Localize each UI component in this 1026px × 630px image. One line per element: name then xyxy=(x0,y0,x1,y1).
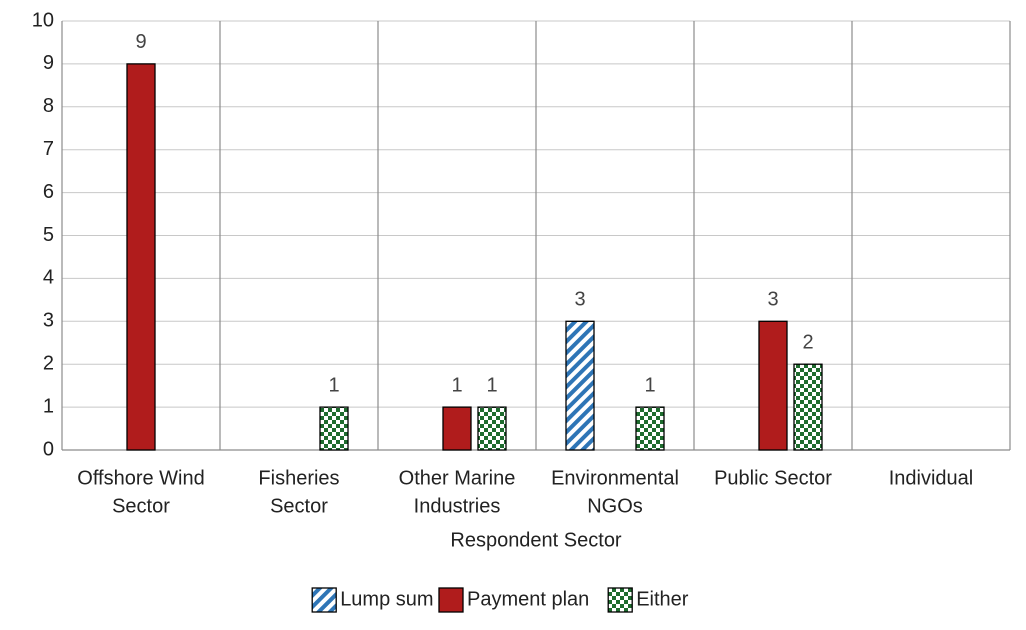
x-tick-label: Environmental xyxy=(551,467,679,489)
bar xyxy=(477,406,507,451)
y-tick-label: 1 xyxy=(43,395,54,417)
y-tick-label: 2 xyxy=(43,352,54,374)
bar xyxy=(635,406,665,451)
y-tick-label: 8 xyxy=(43,95,54,117)
x-tick-label: Offshore Wind xyxy=(77,467,204,489)
legend-swatch xyxy=(607,587,633,613)
x-tick-label: Other Marine xyxy=(399,467,516,489)
bar xyxy=(565,320,595,451)
legend-swatch xyxy=(438,587,464,613)
bar xyxy=(793,363,823,451)
x-tick-label: Sector xyxy=(270,495,328,517)
legend-label: Either xyxy=(636,588,689,610)
bar xyxy=(319,406,349,451)
y-tick-label: 4 xyxy=(43,267,54,289)
value-label: 3 xyxy=(767,289,778,311)
value-label: 9 xyxy=(135,31,146,53)
y-tick-label: 0 xyxy=(43,438,54,460)
x-tick-label: Individual xyxy=(889,467,974,489)
x-tick-label: NGOs xyxy=(587,495,643,517)
x-tick-label: Fisheries xyxy=(258,467,339,489)
legend-label: Payment plan xyxy=(467,588,589,610)
value-label: 1 xyxy=(328,374,339,396)
x-tick-label: Public Sector xyxy=(714,467,832,489)
y-tick-label: 9 xyxy=(43,52,54,74)
value-label: 3 xyxy=(574,289,585,311)
bar xyxy=(442,406,472,451)
value-label: 2 xyxy=(802,331,813,353)
y-tick-label: 10 xyxy=(32,9,54,31)
x-tick-label: Sector xyxy=(112,495,170,517)
legend-swatch xyxy=(311,587,337,613)
x-axis-title: Respondent Sector xyxy=(450,529,622,551)
bar xyxy=(758,320,788,451)
value-label: 1 xyxy=(644,374,655,396)
value-label: 1 xyxy=(486,374,497,396)
x-tick-label: Industries xyxy=(414,495,501,517)
legend-label: Lump sum xyxy=(340,588,433,610)
y-tick-label: 6 xyxy=(43,181,54,203)
y-tick-label: 5 xyxy=(43,224,54,246)
y-tick-label: 7 xyxy=(43,138,54,160)
y-tick-label: 3 xyxy=(43,310,54,332)
value-label: 1 xyxy=(451,374,462,396)
bar xyxy=(126,63,156,451)
